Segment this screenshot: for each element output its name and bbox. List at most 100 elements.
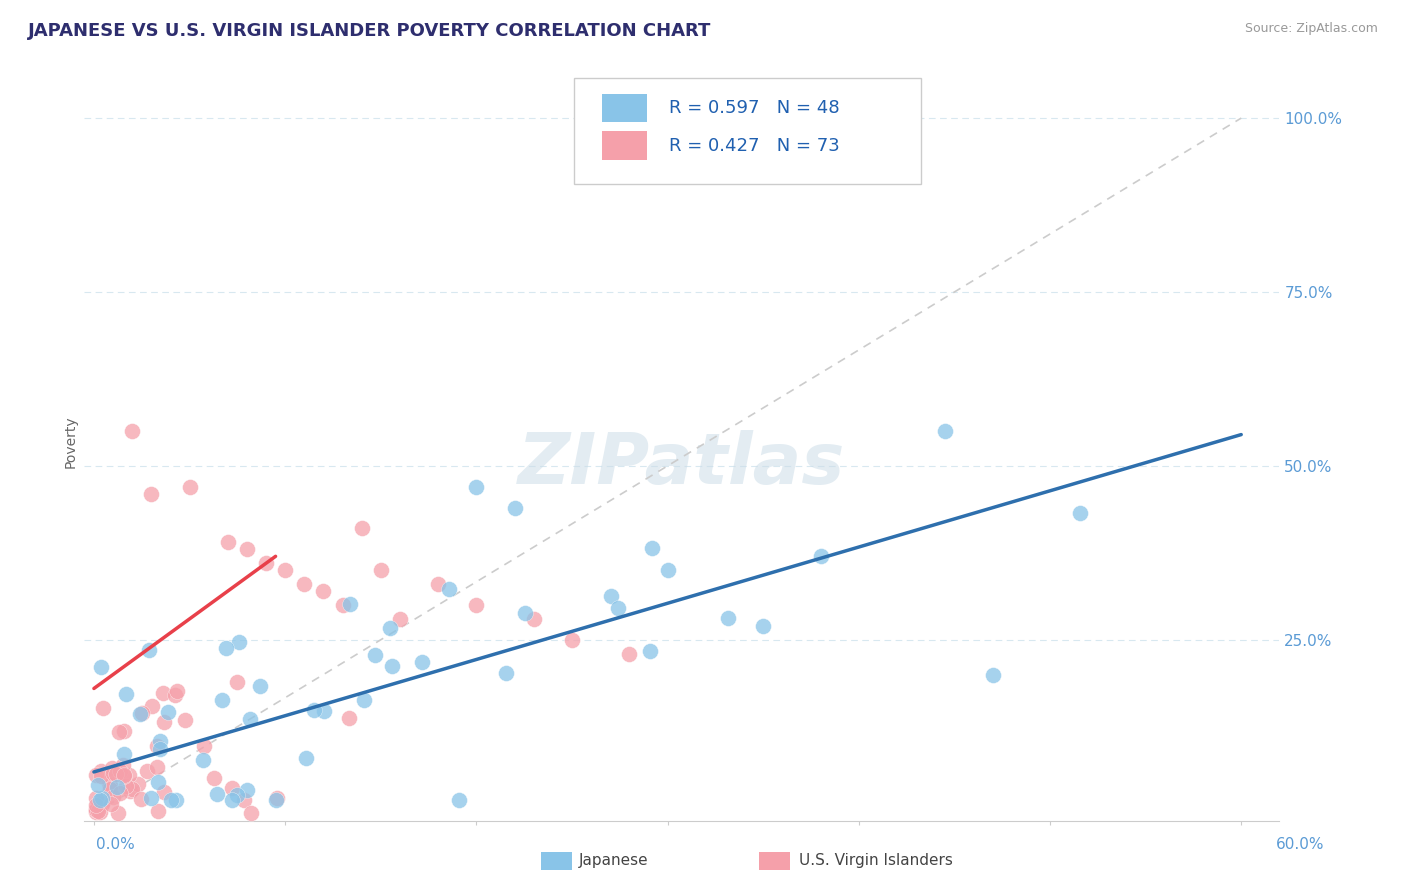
Point — [84, 802, 107, 816]
Point — [108, 764, 131, 778]
Text: R = 0.597   N = 48: R = 0.597 N = 48 — [669, 99, 839, 117]
Point — [312, 704, 335, 718]
Point — [515, 606, 537, 620]
Y-axis label: Poverty: Poverty — [63, 416, 77, 467]
Point — [121, 424, 143, 438]
Point — [91, 797, 114, 811]
Point — [523, 612, 546, 626]
Point — [264, 793, 287, 807]
Point — [84, 797, 107, 812]
Point — [619, 647, 641, 661]
Point — [934, 424, 956, 438]
Point — [427, 577, 450, 591]
Point — [91, 701, 114, 715]
Point — [90, 797, 112, 811]
Point — [495, 665, 517, 680]
Point — [226, 675, 249, 690]
Point — [350, 521, 373, 535]
Point — [105, 767, 128, 781]
Point — [657, 563, 679, 577]
Point — [981, 667, 1004, 681]
Point — [503, 500, 526, 515]
Point — [221, 780, 243, 795]
Text: R = 0.427   N = 73: R = 0.427 N = 73 — [669, 136, 839, 155]
Point — [84, 804, 107, 818]
Point — [561, 632, 583, 647]
Point — [332, 598, 354, 612]
Point — [89, 793, 111, 807]
Point — [211, 693, 233, 707]
Point — [191, 753, 214, 767]
Point — [465, 598, 488, 612]
Point — [97, 776, 120, 790]
Point — [152, 686, 174, 700]
Point — [165, 793, 187, 807]
Point — [717, 611, 740, 625]
Point — [641, 541, 664, 555]
FancyBboxPatch shape — [602, 131, 647, 161]
Point — [810, 549, 832, 564]
Point — [120, 784, 142, 798]
FancyBboxPatch shape — [575, 78, 921, 184]
Point — [156, 706, 179, 720]
Point — [217, 535, 239, 549]
Point — [100, 761, 122, 775]
Point — [179, 480, 201, 494]
Point — [274, 563, 297, 577]
Point — [752, 619, 775, 633]
Point — [1069, 507, 1091, 521]
Point — [239, 712, 262, 726]
Point — [221, 793, 243, 807]
Point — [118, 768, 141, 782]
Point — [115, 687, 138, 701]
Point — [607, 601, 630, 615]
Point — [312, 584, 335, 599]
Point — [89, 805, 111, 820]
Point — [378, 621, 401, 635]
Point — [166, 684, 188, 698]
Point — [236, 783, 259, 797]
Point — [353, 693, 375, 707]
Point — [90, 769, 112, 783]
Point — [98, 782, 121, 797]
Point — [146, 775, 169, 789]
Point — [439, 582, 461, 596]
Point — [108, 725, 131, 739]
Point — [103, 790, 125, 805]
Point — [163, 688, 186, 702]
Point — [337, 710, 360, 724]
Point — [152, 785, 174, 799]
Point — [249, 679, 271, 693]
Point — [638, 644, 661, 658]
Point — [138, 642, 160, 657]
Text: 60.0%: 60.0% — [1277, 838, 1324, 852]
Point — [98, 778, 121, 792]
Text: Japanese: Japanese — [579, 854, 650, 868]
Point — [131, 706, 153, 720]
Point — [266, 790, 288, 805]
Point — [87, 804, 110, 818]
Point — [112, 768, 135, 782]
Point — [90, 790, 112, 805]
Point — [364, 648, 387, 662]
Point — [292, 577, 315, 591]
Text: ZIPatlas: ZIPatlas — [519, 430, 845, 499]
Point — [226, 788, 249, 802]
Point — [160, 793, 183, 807]
Point — [254, 556, 277, 570]
Point — [302, 703, 325, 717]
Point — [148, 805, 170, 819]
Point — [295, 751, 318, 765]
Point — [112, 747, 135, 761]
Point — [149, 741, 172, 756]
Point — [100, 797, 122, 811]
Point — [174, 713, 197, 727]
Point — [90, 764, 112, 778]
Text: U.S. Virgin Islanders: U.S. Virgin Islanders — [799, 854, 952, 868]
Point — [146, 739, 169, 754]
Point — [129, 792, 152, 806]
Point — [447, 793, 470, 807]
Point — [152, 715, 174, 730]
Point — [114, 780, 136, 794]
Point — [84, 768, 107, 782]
